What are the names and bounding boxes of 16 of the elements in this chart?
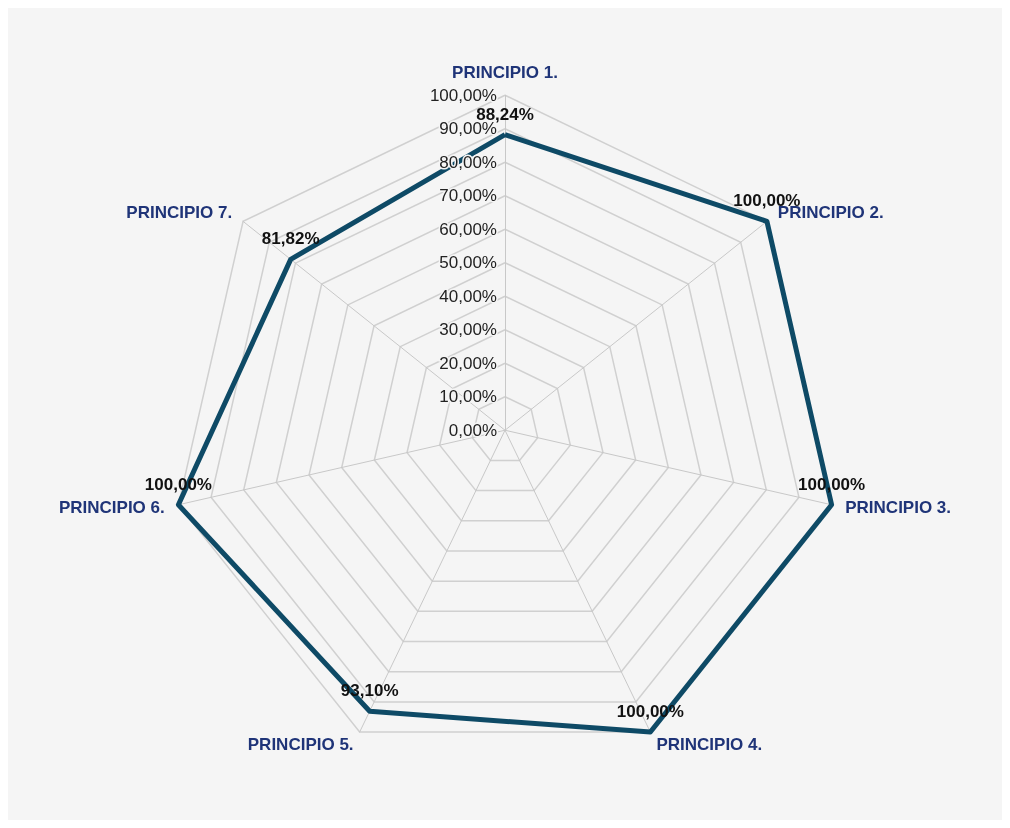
spoke-label: PRINCIPIO 3. (845, 498, 952, 518)
spoke-label: PRINCIPIO 6. (58, 498, 165, 518)
spoke-label: PRINCIPIO 7. (126, 203, 233, 223)
spoke-label: PRINCIPIO 1. (452, 63, 558, 83)
y-tick-label: 100,00% (429, 85, 497, 105)
spoke-label: PRINCIPIO 5. (247, 735, 354, 755)
y-tick-label: 40,00% (439, 286, 497, 306)
y-tick-label: 70,00% (439, 186, 497, 206)
y-tick-label: 50,00% (439, 253, 497, 273)
y-tick-label: 0,00% (448, 420, 497, 440)
y-tick-label: 10,00% (439, 387, 497, 407)
y-tick-label: 60,00% (439, 219, 497, 239)
y-tick-label: 30,00% (439, 320, 497, 340)
data-label: 81,82% (261, 229, 320, 249)
y-tick-label: 20,00% (439, 353, 497, 373)
spoke-label: PRINCIPIO 4. (656, 735, 763, 755)
